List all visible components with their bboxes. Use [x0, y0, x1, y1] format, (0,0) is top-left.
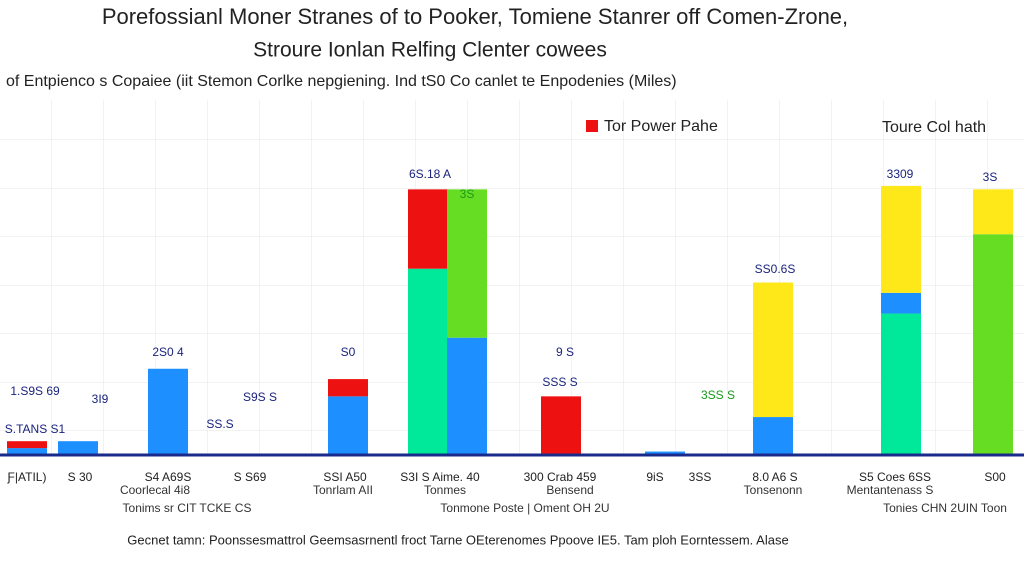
bar-segment: [7, 448, 47, 455]
bar-segment: [973, 189, 1013, 235]
sub-label: Tonsenonn: [744, 483, 803, 497]
group-label: Tonies CHN 2UIN Toon: [883, 501, 1007, 515]
data-label: 3309: [887, 167, 914, 181]
data-label: SSS S: [542, 375, 577, 389]
chart-title: Porefossianl Moner Stranes of to Pooker,…: [102, 4, 848, 29]
sub-label: Tonrlam AII: [313, 483, 373, 497]
data-label: S9S S: [243, 390, 277, 404]
sub-label: Bensend: [546, 483, 593, 497]
group-label: Tonims sr CIT TCKE CS: [123, 501, 252, 515]
group-label: Tonmone Poste | Oment OH 2U: [440, 501, 609, 515]
data-label: 2S0 4: [152, 345, 184, 359]
data-label: 9 S: [556, 345, 574, 359]
data-label: 3SS S: [701, 388, 735, 402]
x-tick-label: Ƒ|ATIL): [7, 470, 47, 484]
data-label: 6S.18 A: [409, 167, 451, 181]
bar-segment: [328, 379, 368, 397]
data-label: SS.S: [206, 417, 233, 431]
bar-segment: [447, 337, 487, 455]
x-tick-label: 9iS: [646, 470, 663, 484]
bar-segment: [7, 441, 47, 449]
bar-segment: [148, 368, 188, 455]
x-tick-label: 300 Crab 459: [524, 470, 597, 484]
bar-segment: [973, 234, 1013, 455]
bar-segment: [58, 441, 98, 455]
x-tick-label: S5 Coes 6SS: [859, 470, 931, 484]
bar-segment: [408, 189, 448, 269]
data-label: 3S: [460, 187, 475, 201]
data-label: S.TANS S1: [5, 422, 66, 436]
axis-note: of Entpienco s Copaiee (iit Stemon Corlk…: [6, 73, 677, 90]
data-label: 1.S9S 69: [10, 384, 60, 398]
legend-label: Tor Power Pahe: [604, 118, 718, 135]
bar-segment: [881, 313, 921, 455]
legend-note: Toure Col hath: [882, 119, 986, 136]
x-tick-label: 3SS: [689, 470, 712, 484]
bar-segment: [881, 292, 921, 314]
bar-segment: [645, 451, 685, 455]
data-label: 3I9: [92, 392, 109, 406]
bar-segment: [408, 268, 448, 455]
x-tick-label: S00: [984, 470, 1006, 484]
x-tick-label: S 30: [68, 470, 93, 484]
footer: Gecnet tamn: Poonssesmattrol Geemsasrnen…: [127, 532, 788, 547]
bar-segment: [753, 282, 793, 418]
data-label: 3S: [983, 170, 998, 184]
x-tick-label: S3I S Aime. 40: [400, 470, 480, 484]
legend-swatch: [586, 120, 598, 132]
x-tick-label: S S69: [234, 470, 267, 484]
x-tick-label: SSI A50: [323, 470, 367, 484]
sub-label: Mentantenass S: [847, 483, 934, 497]
sub-label: Coorlecal 4i8: [120, 483, 190, 497]
bar-segment: [328, 396, 368, 455]
bar-segment: [753, 417, 793, 455]
x-tick-label: S4 A69S: [145, 470, 192, 484]
bar-segment: [447, 189, 487, 338]
x-tick-label: 8.0 A6 S: [752, 470, 797, 484]
chart-subtitle: Stroure Ionlan Relfing Clenter cowees: [253, 39, 607, 62]
bar-segment: [541, 396, 581, 455]
sub-label: Tonmes: [424, 483, 466, 497]
data-label: SS0.6S: [755, 262, 796, 276]
bar-segment: [881, 185, 921, 293]
data-label: S0: [341, 345, 356, 359]
